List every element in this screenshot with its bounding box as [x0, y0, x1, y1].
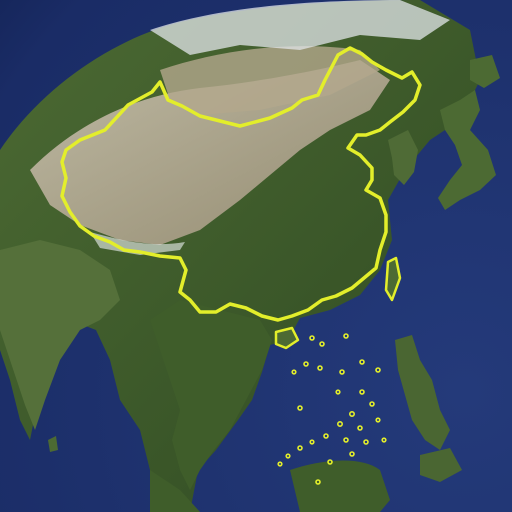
south-china-sea-islands: [277, 333, 387, 485]
china-border: [60, 46, 422, 322]
taiwan-border: [384, 256, 402, 302]
hainan-border: [274, 326, 300, 350]
